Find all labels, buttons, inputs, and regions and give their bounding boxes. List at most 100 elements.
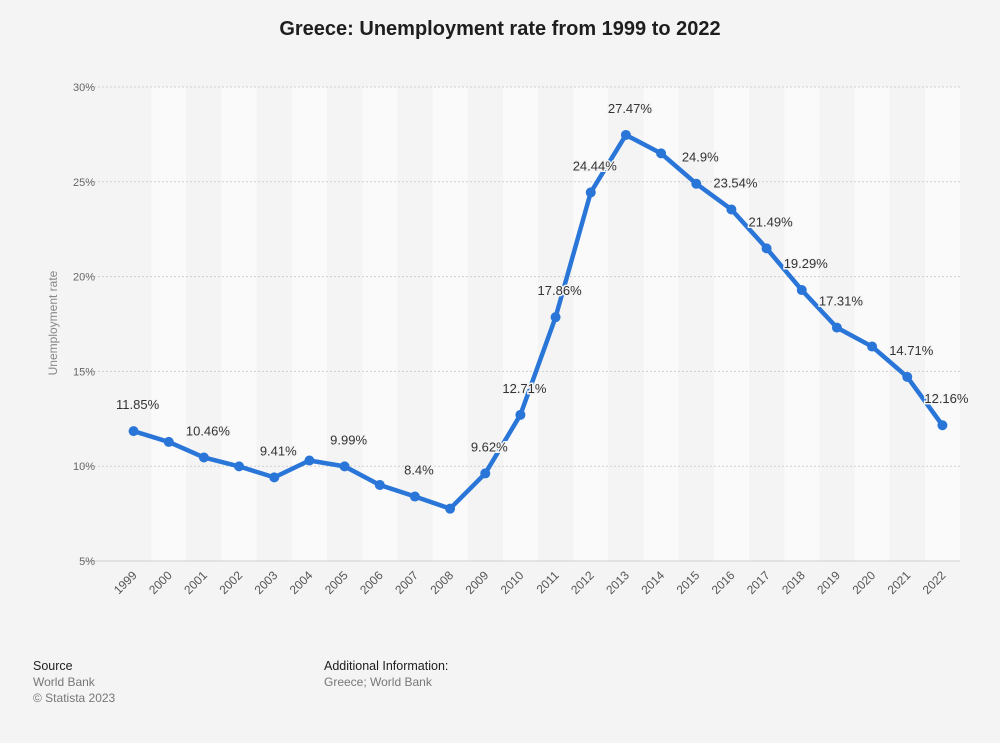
column-band (924, 87, 960, 561)
column-band (467, 87, 503, 561)
data-point (831, 322, 842, 333)
data-point (445, 503, 456, 514)
data-point (937, 420, 948, 431)
y-tick-label: 15% (73, 366, 95, 378)
column-band (678, 87, 714, 561)
data-point (515, 409, 526, 420)
x-tick-label: 2015 (674, 568, 703, 597)
data-label: 24.9% (682, 150, 719, 165)
chart-title: Greece: Unemployment rate from 1999 to 2… (279, 18, 721, 40)
data-point (796, 285, 807, 296)
y-tick-label: 25% (73, 177, 95, 189)
data-labels: 11.85% 10.46% 9.41% 9.99% 8.4% 9.62% 12.71% 17.… (115, 99, 971, 479)
x-tick-label: 2020 (849, 568, 878, 597)
data-point (269, 472, 280, 483)
gridlines (82, 86, 960, 562)
data-point (902, 371, 913, 382)
y-tick-label: 30% (73, 82, 95, 94)
data-label: 12.16% (924, 391, 969, 406)
column-bands (116, 87, 960, 561)
x-tick-label: 2011 (534, 568, 562, 596)
data-label: 24.44% (573, 158, 618, 173)
column-band (397, 87, 433, 561)
column-band (573, 87, 609, 561)
x-axis-tick-labels: 1999 2000 2001 2002 2003 2004 2005 2006 2007 2008… (111, 568, 949, 597)
x-tick-label: 2019 (814, 568, 843, 597)
data-points (128, 129, 948, 514)
data-point (234, 461, 245, 472)
data-label: 23.54% (713, 175, 758, 190)
x-tick-label: 2006 (357, 568, 386, 597)
x-tick-label: 2003 (252, 568, 281, 597)
additional-info-block: Additional Information: Greece; World Ba… (324, 658, 448, 690)
data-label: 8.4% (404, 463, 434, 478)
column-band (186, 87, 222, 561)
y-tick-label: 20% (73, 272, 95, 284)
data-point (128, 426, 139, 437)
data-label: 11.85% (116, 397, 160, 412)
data-point (656, 148, 667, 159)
data-point (761, 243, 772, 254)
data-label: 17.86% (538, 283, 583, 298)
data-point (585, 187, 596, 198)
data-label: 14.71% (889, 343, 934, 358)
x-tick-label: 2005 (322, 568, 351, 597)
copyright[interactable]: © Statista 2023 (33, 691, 116, 705)
data-point (550, 312, 561, 323)
data-point (339, 461, 350, 472)
data-label: 27.47% (608, 101, 653, 116)
x-tick-label: 2000 (146, 568, 175, 597)
data-point (374, 479, 385, 490)
column-band (538, 87, 574, 561)
column-band (784, 87, 820, 561)
additional-info-heading: Additional Information: (324, 659, 449, 673)
source-name[interactable]: World Bank (33, 675, 95, 689)
source-block: Source World Bank © Statista 2023 (33, 658, 115, 706)
data-point (726, 204, 737, 215)
y-tick-label: 5% (79, 556, 95, 568)
data-label: 17.31% (819, 294, 864, 309)
data-label: 19.29% (784, 256, 829, 271)
x-tick-label: 2013 (603, 568, 632, 597)
column-band (889, 87, 925, 561)
column-band (256, 87, 292, 561)
data-point (691, 178, 702, 189)
data-label: 21.49% (749, 214, 794, 229)
column-band (291, 87, 327, 561)
data-label: 9.99% (330, 432, 367, 447)
data-point (304, 455, 315, 466)
x-tick-label: 2004 (287, 568, 316, 597)
data-point (163, 436, 174, 447)
x-tick-label: 1999 (111, 568, 140, 597)
x-tick-label: 2001 (181, 568, 210, 597)
column-band (608, 87, 644, 561)
column-band (151, 87, 187, 561)
column-band (116, 87, 152, 561)
column-band (854, 87, 890, 561)
data-point (409, 491, 420, 502)
x-tick-label: 2016 (709, 568, 738, 597)
x-tick-label: 2012 (568, 568, 597, 597)
column-band (327, 87, 363, 561)
column-band (221, 87, 257, 561)
data-label: 12.71% (502, 381, 547, 396)
data-label: 9.62% (471, 439, 508, 454)
x-tick-label: 2007 (392, 568, 421, 597)
y-axis-label: Unemployment rate (46, 270, 60, 375)
data-point (867, 341, 878, 352)
column-band (713, 87, 749, 561)
data-label: 9.41% (260, 443, 297, 458)
series-line-path (131, 132, 945, 511)
y-axis-tick-labels: 5% 10% 15% 20% 25% 30% (73, 82, 95, 568)
x-tick-label: 2008 (427, 568, 456, 597)
column-band (432, 87, 468, 561)
data-label: 10.46% (186, 423, 231, 438)
x-tick-label: 2010 (498, 568, 527, 597)
data-point (620, 129, 631, 140)
column-band (749, 87, 785, 561)
source-heading: Source (33, 659, 73, 673)
data-point (480, 468, 491, 479)
x-tick-label: 2009 (463, 568, 492, 597)
x-tick-label: 2022 (920, 568, 949, 597)
series-line (131, 132, 945, 511)
